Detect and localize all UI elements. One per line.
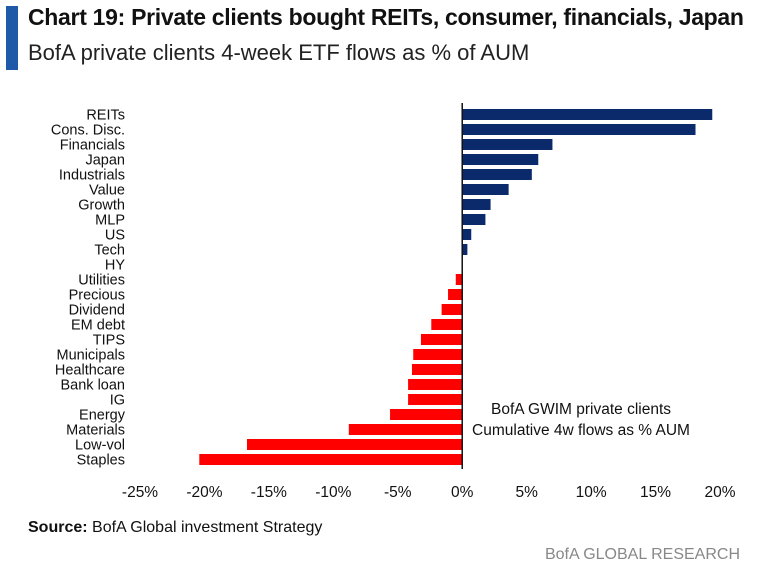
category-label-precious: Precious: [69, 288, 125, 304]
bar-growth: [462, 199, 491, 210]
bar-em-debt: [431, 319, 463, 330]
brand-footer: BofA GLOBAL RESEARCH: [544, 546, 740, 563]
bar-dividend: [441, 304, 463, 315]
x-tick-label: -25%: [122, 484, 158, 501]
bar-financials: [462, 139, 553, 150]
bar-healthcare: [411, 364, 463, 375]
category-label-staples: Staples: [77, 453, 125, 469]
chart-subtitle: BofA private clients 4-week ETF flows as…: [28, 40, 530, 65]
category-label-mlp: MLP: [95, 213, 125, 229]
x-tick-label: 5%: [515, 484, 538, 501]
bar-bank-loan: [408, 379, 463, 390]
category-label-japan: Japan: [85, 153, 125, 169]
bar-mlp: [462, 214, 486, 225]
category-label-em-debt: EM debt: [71, 318, 125, 334]
category-label-cons-disc: Cons. Disc.: [51, 123, 125, 139]
bar-energy: [390, 409, 463, 420]
category-label-healthcare: Healthcare: [55, 363, 125, 379]
bar-tips: [420, 334, 463, 345]
chart-annotation-line: BofA GWIM private clients: [491, 401, 671, 418]
category-label-municipals: Municipals: [57, 348, 126, 364]
bar-us: [462, 229, 472, 240]
category-label-financials: Financials: [60, 138, 125, 154]
chart-title: Chart 19: Private clients bought REITs, …: [28, 4, 744, 30]
x-tick-label: 15%: [640, 484, 671, 501]
source-text: BofA Global investment Strategy: [87, 519, 323, 536]
x-tick-label: 0%: [451, 484, 474, 501]
bar-ig: [408, 394, 463, 405]
category-label-reits: REITs: [86, 108, 125, 124]
bar-staples: [199, 454, 463, 465]
x-tick-label: -20%: [186, 484, 222, 501]
bar-industrials: [462, 169, 532, 180]
x-tick-label: 20%: [704, 484, 735, 501]
x-tick-label: -10%: [315, 484, 351, 501]
category-label-utilities: Utilities: [78, 273, 125, 289]
category-label-bank-loan: Bank loan: [61, 378, 126, 394]
category-label-dividend: Dividend: [69, 303, 125, 319]
category-label-low-vol: Low-vol: [75, 438, 125, 454]
title-accent-bar: [6, 6, 18, 70]
bar-value: [462, 184, 509, 195]
category-label-ig: IG: [110, 393, 125, 409]
x-tick-label: -15%: [251, 484, 287, 501]
source-note: Source: BofA Global investment Strategy: [28, 519, 322, 537]
category-label-industrials: Industrials: [59, 168, 125, 184]
category-label-energy: Energy: [79, 408, 126, 424]
bar-precious: [448, 289, 463, 300]
category-label-growth: Growth: [78, 198, 125, 214]
bar-japan: [462, 154, 539, 165]
bar-reits: [462, 109, 713, 120]
bar-municipals: [413, 349, 463, 360]
bar-tech: [462, 244, 468, 255]
chart-annotation-line: Cumulative 4w flows as % AUM: [472, 422, 690, 439]
category-label-hy: HY: [105, 258, 125, 274]
category-label-tips: TIPS: [93, 333, 125, 349]
category-label-value: Value: [89, 183, 125, 199]
category-label-us: US: [105, 228, 125, 244]
bar-utilities: [455, 274, 463, 285]
bar-materials: [348, 424, 463, 435]
bar-cons-disc: [462, 124, 696, 135]
category-label-tech: Tech: [94, 243, 125, 259]
category-label-materials: Materials: [66, 423, 125, 439]
source-label: Source:: [28, 519, 88, 536]
bar-low-vol: [246, 439, 463, 450]
x-tick-label: 10%: [576, 484, 607, 501]
x-tick-label: -5%: [384, 484, 412, 501]
